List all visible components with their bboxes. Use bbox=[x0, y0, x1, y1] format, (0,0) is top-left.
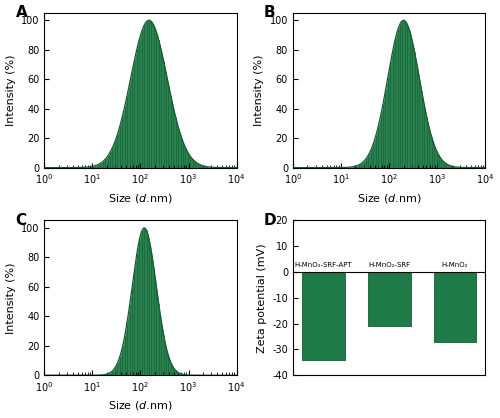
Y-axis label: Zeta potential (mV): Zeta potential (mV) bbox=[256, 243, 266, 353]
Text: B: B bbox=[264, 5, 276, 20]
Bar bbox=[302, 272, 344, 360]
Text: C: C bbox=[16, 213, 26, 228]
Y-axis label: Intensity (%): Intensity (%) bbox=[6, 262, 16, 334]
Text: H-MnO₂-SRF-APT: H-MnO₂-SRF-APT bbox=[294, 262, 352, 268]
Text: H-MnO₂: H-MnO₂ bbox=[442, 262, 468, 268]
X-axis label: Size ($d$.nm): Size ($d$.nm) bbox=[357, 192, 422, 205]
Text: H-MnO₂-SRF: H-MnO₂-SRF bbox=[368, 262, 410, 268]
Bar bbox=[368, 272, 410, 326]
Text: A: A bbox=[16, 5, 28, 20]
X-axis label: Size ($d$.nm): Size ($d$.nm) bbox=[108, 400, 173, 413]
Y-axis label: Intensity (%): Intensity (%) bbox=[254, 54, 264, 126]
Y-axis label: Intensity (%): Intensity (%) bbox=[6, 54, 16, 126]
Bar bbox=[434, 272, 476, 342]
X-axis label: Size ($d$.nm): Size ($d$.nm) bbox=[108, 192, 173, 205]
Text: D: D bbox=[264, 213, 276, 228]
